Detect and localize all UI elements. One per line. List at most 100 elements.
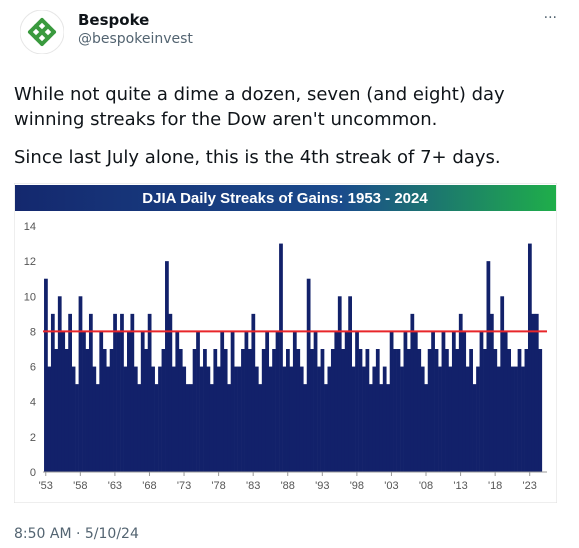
bar — [196, 331, 200, 472]
bar — [44, 278, 48, 472]
user-name[interactable]: Bespoke — [78, 11, 150, 29]
bar — [382, 366, 387, 472]
bar — [396, 349, 401, 472]
bar — [88, 313, 93, 472]
bar — [272, 349, 276, 472]
bar — [362, 366, 366, 472]
y-tick-label: 12 — [24, 256, 36, 268]
bar — [237, 366, 242, 472]
bar — [351, 366, 356, 472]
bar — [213, 349, 218, 472]
bar — [320, 349, 325, 472]
bar — [486, 261, 491, 472]
bar — [441, 331, 446, 472]
bar — [123, 366, 128, 472]
bar — [99, 331, 104, 472]
x-tick-label: '03 — [384, 480, 398, 492]
bar — [348, 296, 352, 472]
x-tick-label: '88 — [281, 480, 295, 492]
bar — [289, 366, 294, 472]
bar — [109, 349, 114, 472]
bar — [517, 349, 522, 472]
bar — [344, 331, 349, 472]
tweet-text: While not quite a dime a dozen, seven (a… — [14, 84, 505, 130]
title-banner — [15, 185, 556, 211]
bar — [247, 349, 252, 472]
bar — [527, 243, 532, 472]
bar — [313, 331, 318, 472]
x-tick-label: '93 — [315, 480, 329, 492]
bar — [168, 313, 173, 472]
bar — [137, 384, 142, 472]
bar — [393, 349, 397, 472]
bar — [431, 331, 435, 472]
bar — [251, 313, 256, 472]
x-tick-label: '58 — [73, 480, 87, 492]
bar — [85, 349, 90, 472]
y-tick-label: 10 — [24, 291, 36, 303]
bar — [427, 349, 432, 472]
bar — [403, 331, 408, 472]
bar — [54, 349, 59, 472]
bar — [303, 384, 308, 472]
bar — [355, 331, 359, 472]
bar — [292, 331, 297, 472]
bar — [102, 349, 107, 472]
bar — [489, 313, 494, 472]
x-tick-label: '23 — [523, 480, 537, 492]
user-handle[interactable]: @bespokeinvest — [78, 31, 193, 47]
bar — [158, 366, 162, 472]
bar — [241, 349, 245, 472]
bar — [306, 278, 311, 472]
bar — [337, 296, 342, 472]
bar — [154, 384, 159, 472]
bar — [330, 349, 335, 472]
bar — [438, 366, 442, 472]
bar — [448, 366, 453, 472]
bar — [261, 349, 266, 472]
x-tick-label: '98 — [350, 480, 364, 492]
bar — [50, 313, 55, 472]
bar — [57, 296, 62, 472]
avatar[interactable] — [20, 10, 64, 54]
bar — [64, 349, 69, 472]
bar — [496, 366, 501, 472]
bar — [458, 313, 463, 472]
bar — [220, 331, 225, 472]
bar — [275, 331, 280, 472]
bar — [106, 366, 111, 472]
bar — [410, 313, 415, 472]
y-tick-label: 4 — [30, 397, 36, 409]
x-tick-label: '83 — [246, 480, 260, 492]
y-tick-label: 14 — [24, 221, 36, 233]
bar — [258, 384, 263, 472]
bar — [507, 349, 512, 472]
bar — [47, 366, 52, 472]
bar — [151, 366, 155, 472]
bar — [479, 331, 484, 472]
bar — [365, 349, 370, 472]
bar — [206, 366, 211, 472]
bar — [462, 331, 467, 472]
bar — [223, 349, 228, 472]
bar — [327, 366, 332, 472]
bar — [531, 313, 536, 472]
bar — [227, 384, 232, 472]
bar — [161, 349, 166, 472]
bar — [524, 349, 529, 472]
bar — [234, 366, 238, 472]
bar — [178, 349, 183, 472]
bar — [358, 349, 363, 472]
bar — [445, 349, 449, 472]
bar — [95, 384, 100, 472]
bar — [334, 331, 339, 472]
more-button[interactable]: ··· — [543, 10, 557, 26]
chart[interactable]: DJIA Daily Streaks of Gains: 1953 - 2024… — [14, 183, 557, 503]
bar — [469, 349, 473, 472]
timestamp[interactable]: 8:50 AM · 5/10/24 — [14, 526, 139, 542]
bar — [324, 384, 328, 472]
bar — [465, 366, 470, 472]
bar — [133, 366, 138, 472]
bar — [400, 366, 404, 472]
bar — [282, 366, 287, 472]
